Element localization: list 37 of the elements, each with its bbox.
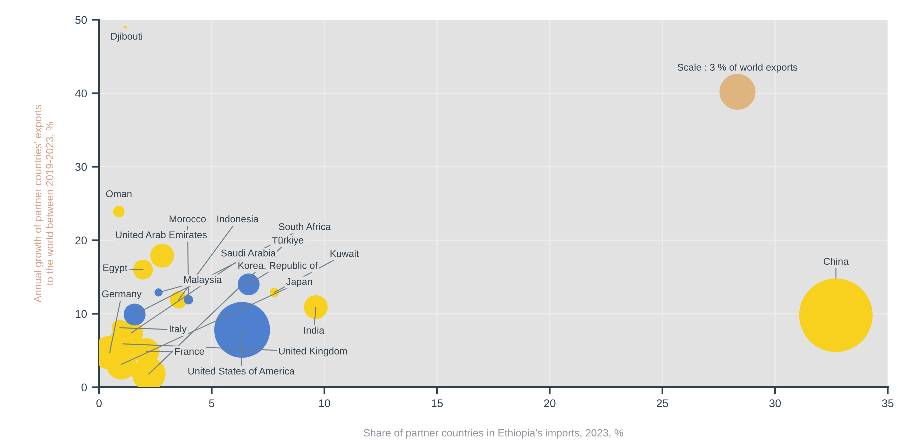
annotation: Italy [170, 325, 187, 334]
annotation: United States of America [188, 368, 295, 375]
annotation: Oman [106, 190, 132, 198]
x-tick-label: 20 [544, 400, 556, 408]
y-tick-label: 50 [76, 16, 88, 24]
annotation: Korea, Republic of [238, 262, 318, 272]
annotation: United Arab Emirates [116, 231, 207, 239]
y-tick-label: 20 [76, 236, 88, 245]
y-tick-label: 40 [75, 90, 88, 98]
x-tick-label: 15 [432, 400, 444, 408]
annotation: United Kingdom [279, 348, 348, 357]
annotation: Türkiye [272, 236, 304, 246]
annotation: Germany [102, 290, 142, 300]
annotation: Morocco [170, 216, 206, 223]
annotation: Kuwait [330, 250, 360, 258]
annotation: Djibouti [111, 32, 142, 42]
annotation: Saudi Arabia [221, 250, 276, 257]
annotation: Egypt [104, 264, 128, 274]
x-axis-title: Share of partner countries in Ethiopia's imports, 2023, % [364, 429, 624, 439]
x-tick-label: 30 [770, 400, 782, 408]
y-tick-label: 30 [76, 163, 88, 172]
annotation: India [304, 326, 325, 334]
annotation: France [175, 348, 204, 356]
y-tick-label: 0 [82, 384, 88, 392]
x-tick-label: 5 [209, 400, 215, 408]
x-tick-label: 0 [96, 400, 102, 408]
x-tick-label: 10 [319, 400, 330, 408]
annotation: China [824, 258, 849, 266]
annotation: Malaysia [184, 276, 222, 286]
annotation: South Africa [279, 223, 332, 230]
y-axis-title: Annual growth of partner countries' exports to the world between 2019-2023, % [34, 104, 55, 303]
x-tick-label: 25 [657, 400, 668, 408]
x-tick-label: 35 [882, 400, 894, 408]
y-tick-label: 10 [76, 310, 88, 318]
legend-label: Scale : 3 % of world exports [678, 64, 798, 73]
annotation: Indonesia [218, 216, 259, 223]
annotation: Japan [286, 278, 312, 288]
